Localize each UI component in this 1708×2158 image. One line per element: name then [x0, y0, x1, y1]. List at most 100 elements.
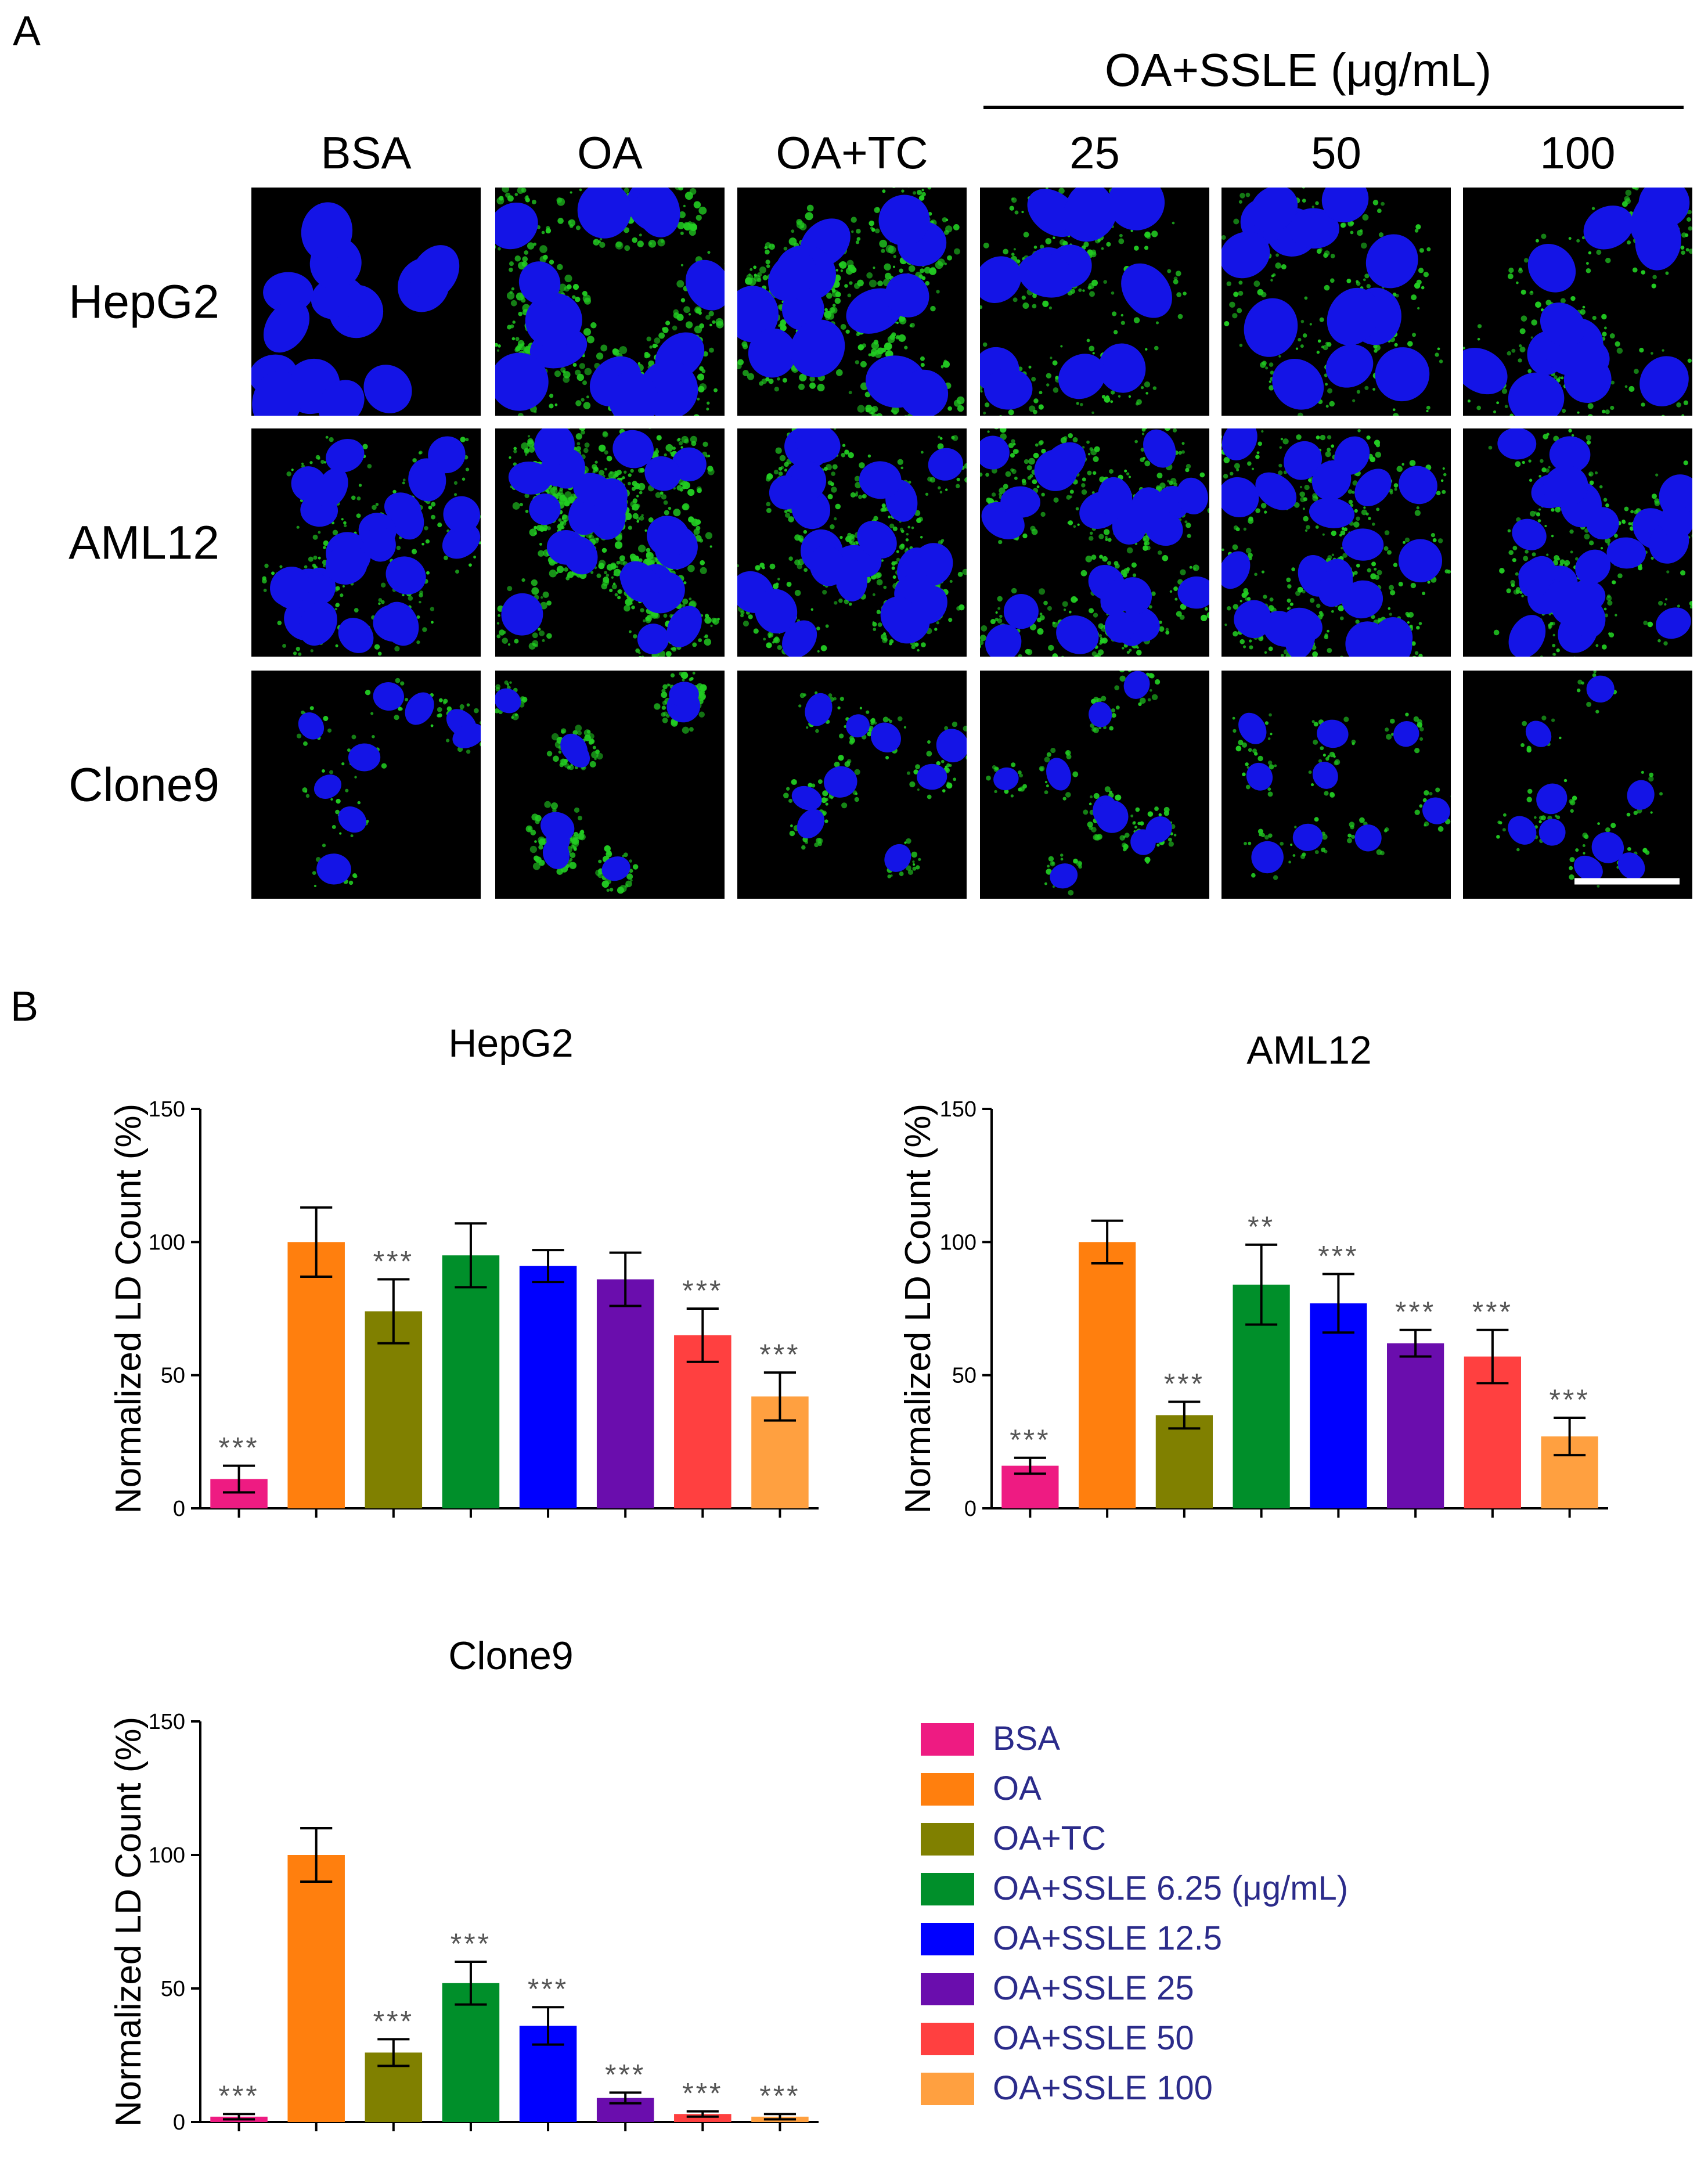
y-axis-label: Normalized LD Count (%): [109, 1104, 149, 1514]
legend-item: OA+SSLE 25: [921, 1969, 1194, 2007]
micrograph-tile: [1221, 188, 1451, 416]
column-header: 100: [1540, 127, 1615, 178]
bar: [1387, 1343, 1444, 1508]
y-tick-label: 100: [149, 1230, 185, 1255]
legend-item: BSA: [921, 1720, 1060, 1757]
error-bar: [1014, 1456, 1046, 1475]
error-bar: [300, 1206, 333, 1278]
significance-label: ***: [605, 2058, 646, 2091]
row-label: HepG2: [69, 276, 219, 329]
panel-b-label: B: [10, 983, 38, 1030]
significance-label: ***: [759, 2080, 800, 2112]
micrograph-tile: [495, 671, 725, 899]
legend-item: OA+SSLE 100: [921, 2069, 1213, 2107]
column-headers: BSA OA OA+TC 25 50 100: [320, 127, 1615, 178]
legend-label: OA+SSLE 6.25 (μg/mL): [993, 1869, 1348, 1907]
error-bar: [1245, 1243, 1278, 1326]
micrograph-tile: [980, 428, 1209, 657]
error-bar: [763, 1371, 797, 1422]
panel-a-label: A: [13, 8, 41, 55]
column-header: 50: [1311, 127, 1361, 178]
error-bar: [1554, 1417, 1586, 1457]
error-bar: [763, 2113, 797, 2121]
error-bar: [1091, 1219, 1123, 1265]
legend-label: OA: [993, 1770, 1042, 1807]
legend-swatch: [921, 1773, 974, 1806]
bar: [519, 1266, 577, 1508]
y-tick-label: 0: [173, 1497, 185, 1521]
significance-label: ***: [682, 1274, 723, 1307]
micrograph-tile: [980, 188, 1209, 416]
bar: [442, 1255, 500, 1508]
legend-label: OA+SSLE 12.5: [993, 1919, 1222, 1957]
column-header: 25: [1069, 127, 1120, 178]
significance-label: ***: [1010, 1424, 1050, 1456]
significance-label: ***: [1472, 1296, 1513, 1328]
chart-hepg2: HepG2 Normalized LD Count (%) 0 50 100 150 ***…: [109, 1021, 819, 1521]
error-bar: [532, 2006, 564, 2046]
legend-label: OA+SSLE 50: [993, 2019, 1194, 2057]
micrograph-tile: [1463, 428, 1692, 657]
y-tick-label: 0: [964, 1497, 976, 1521]
column-header: OA: [577, 127, 643, 178]
significance-label: ***: [528, 1973, 568, 2005]
chart-clone9: Clone9 Normalized LD Count (%) 0 50 100 150 **…: [109, 1634, 819, 2135]
row-label: AML12: [69, 517, 219, 570]
bar: [442, 1983, 500, 2122]
micrograph-tile: [980, 671, 1209, 899]
chart-title: HepG2: [448, 1021, 573, 1065]
column-header: OA+TC: [776, 127, 928, 178]
error-bar: [686, 2110, 719, 2118]
significance-label: ***: [1318, 1240, 1359, 1272]
error-bar: [377, 2038, 410, 2067]
legend-swatch: [921, 1823, 974, 1856]
legend-item: OA+SSLE 50: [921, 2019, 1194, 2057]
y-tick-label: 50: [952, 1364, 976, 1388]
significance-label: ***: [682, 2077, 723, 2110]
significance-label: ***: [218, 1432, 259, 1464]
y-tick-label: 150: [940, 1097, 976, 1122]
micrograph-tile: [1463, 188, 1692, 416]
y-tick-label: 0: [173, 2110, 185, 2135]
significance-label: ***: [373, 1245, 414, 1278]
chart-title: AML12: [1246, 1028, 1371, 1072]
micrograph-grid: [251, 188, 1692, 899]
error-bar: [455, 1961, 487, 2006]
error-bar: [609, 2091, 642, 2105]
micrograph-tile: [737, 671, 967, 899]
legend-item: OA+SSLE 6.25 (μg/mL): [921, 1869, 1348, 1907]
bar: [287, 1242, 345, 1508]
error-bar: [609, 1251, 642, 1307]
column-header: BSA: [320, 127, 411, 178]
bar: [596, 1279, 654, 1508]
micrograph-tile: [251, 671, 481, 899]
bar: [1310, 1303, 1367, 1508]
legend-item: OA: [921, 1770, 1042, 1807]
error-bar: [1399, 1328, 1432, 1358]
significance-label: ***: [1549, 1384, 1590, 1416]
legend-swatch: [921, 1973, 974, 2005]
error-bar: [1322, 1273, 1354, 1334]
error-bar: [300, 1827, 333, 1883]
significance-label: ***: [451, 1928, 491, 1960]
y-tick-label: 100: [149, 1843, 185, 1868]
y-axis-label: Normalized LD Count (%): [109, 1717, 149, 2127]
legend-swatch: [921, 1723, 974, 1756]
legend-swatch: [921, 2073, 974, 2105]
significance-label: ***: [759, 1338, 800, 1371]
micrograph-tile: [251, 428, 481, 657]
y-axis-label: Normalized LD Count (%): [898, 1104, 938, 1514]
y-tick-label: 50: [161, 1977, 185, 2001]
micrograph-tile: [251, 188, 481, 416]
legend: BSA OA OA+TC OA+SSLE 6.25 (μg/mL) OA+SSLE 12…: [921, 1720, 1348, 2107]
legend-swatch: [921, 2023, 974, 2055]
legend-label: BSA: [993, 1720, 1060, 1757]
micrograph-tile: [1221, 428, 1451, 657]
y-tick-label: 150: [149, 1710, 185, 1734]
bar: [1079, 1242, 1136, 1508]
error-bar: [377, 1278, 410, 1345]
significance-label: **: [1248, 1211, 1275, 1243]
legend-swatch: [921, 1923, 974, 1955]
